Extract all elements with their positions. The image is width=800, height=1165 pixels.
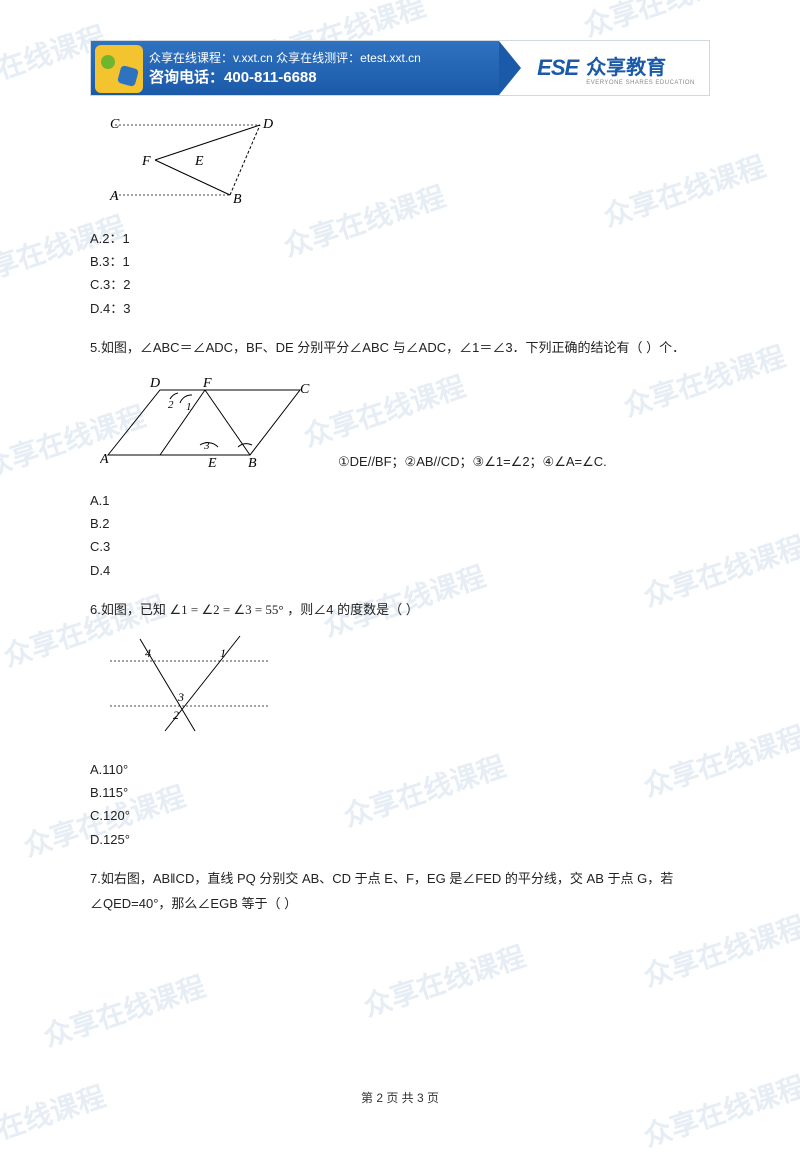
svg-text:A: A <box>100 452 109 467</box>
q6-suffix: ，则∠4 的度数是（ ） <box>287 602 418 617</box>
svg-text:A: A <box>109 189 119 204</box>
hl1-url: v.xxt.cn <box>233 51 273 65</box>
wm: 众享在线课程 <box>358 935 530 1025</box>
q6-prefix: 6.如图，已知 <box>90 602 166 617</box>
hl2-prefix: 咨询电话： <box>149 69 224 86</box>
content: C D F E A B A.2：1 B.3：1 C.3：2 D.4：3 5.如图… <box>90 110 710 917</box>
q4-opt-a: A.2：1 <box>90 227 710 250</box>
hl1-prefix: 众享在线课程： <box>149 51 233 65</box>
hl1-sep: 众享在线测评： <box>273 51 360 65</box>
q5-opt-d: D.4 <box>90 559 710 582</box>
svg-text:D: D <box>149 376 160 391</box>
svg-text:D: D <box>262 117 273 132</box>
header-line1: 众享在线课程：v.xxt.cn 众享在线测评：etest.xxt.cn <box>149 49 499 66</box>
header-banner: 众享在线课程：v.xxt.cn 众享在线测评：etest.xxt.cn 咨询电话… <box>91 41 499 95</box>
wm: 众享在线课程 <box>638 1065 800 1155</box>
q6-opt-c: C.120° <box>90 804 710 827</box>
header-line2: 咨询电话：400-811-6688 <box>149 66 499 87</box>
svg-text:1: 1 <box>186 401 192 413</box>
svg-text:F: F <box>202 376 212 391</box>
q5-opt-a: A.1 <box>90 489 710 512</box>
q5-conclusions: ①DE//BF；②AB//CD；③∠1=∠2；④∠A=∠C. <box>338 450 607 475</box>
svg-text:2: 2 <box>168 399 174 411</box>
svg-text:C: C <box>300 382 310 397</box>
q4-options: A.2：1 B.3：1 C.3：2 D.4：3 <box>90 227 710 321</box>
q6-options: A.110° B.115° C.120° D.125° <box>90 758 710 852</box>
svg-text:1: 1 <box>220 646 226 660</box>
hl1-url2: etest.xxt.cn <box>360 51 421 65</box>
q6-opt-b: B.115° <box>90 781 710 804</box>
svg-text:4: 4 <box>145 646 151 660</box>
header-logo-icon <box>95 45 143 93</box>
page-footer: 第 2 页 共 3 页 <box>0 1089 800 1106</box>
ese-logo: ESE <box>537 55 578 81</box>
q4-opt-c: C.3：2 <box>90 273 710 296</box>
q6-expr: ∠1 = ∠2 = ∠3 = 55° <box>169 602 283 617</box>
wm: 众享在线课程 <box>638 905 800 995</box>
wm: 众享在线课程 <box>38 965 210 1055</box>
q6-text: 6.如图，已知 ∠1 = ∠2 = ∠3 = 55° ，则∠4 的度数是（ ） <box>90 598 710 623</box>
q4-figure: C D F E A B <box>100 110 710 219</box>
brand-cn: 众享教育 <box>586 51 695 80</box>
page-header: 众享在线课程：v.xxt.cn 众享在线测评：etest.xxt.cn 咨询电话… <box>90 40 710 96</box>
q5-opt-c: C.3 <box>90 535 710 558</box>
svg-text:2: 2 <box>173 708 179 722</box>
q4-opt-d: D.4：3 <box>90 297 710 320</box>
q5-options: A.1 B.2 C.3 D.4 <box>90 489 710 583</box>
svg-text:E: E <box>194 154 204 169</box>
brand-sub: EVERYONE SHARES EDUCATION <box>586 80 695 86</box>
q5-text: 5.如图，∠ABC＝∠ADC，BF、DE 分别平分∠ABC 与∠ADC，∠1＝∠… <box>90 336 710 361</box>
svg-text:B: B <box>248 456 257 470</box>
svg-text:B: B <box>233 192 242 207</box>
q6-opt-d: D.125° <box>90 828 710 851</box>
q5-opt-b: B.2 <box>90 512 710 535</box>
q7-text: 7.如右图，AB‖CD，直线 PQ 分别交 AB、CD 于点 E、F，EG 是∠… <box>90 867 710 916</box>
header-brand: ESE 众享教育 EVERYONE SHARES EDUCATION <box>499 41 709 95</box>
svg-text:E: E <box>207 456 217 470</box>
q4-opt-b: B.3：1 <box>90 250 710 273</box>
hl2-phone: 400-811-6688 <box>224 69 317 86</box>
q6-figure: 4 1 3 2 <box>100 631 710 750</box>
q6-opt-a: A.110° <box>90 758 710 781</box>
svg-text:3: 3 <box>177 690 184 704</box>
svg-text:3: 3 <box>203 440 210 452</box>
svg-text:C: C <box>110 117 120 132</box>
q5-figure: D F C A E B 2 1 3 <box>100 375 320 479</box>
svg-text:F: F <box>141 154 151 169</box>
